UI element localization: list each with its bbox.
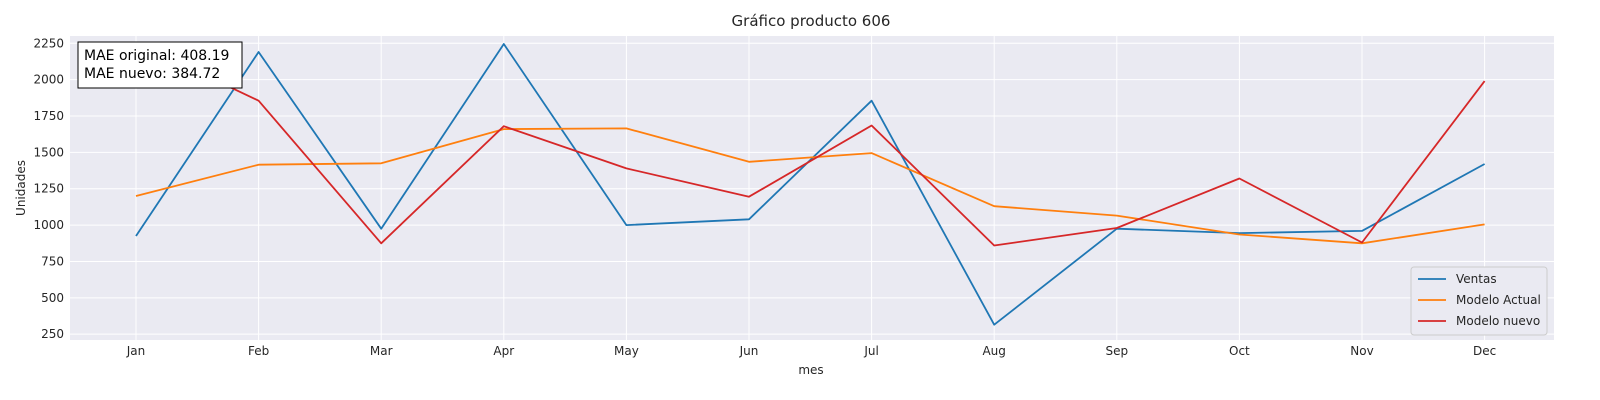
y-axis-label: Unidades	[14, 160, 28, 216]
y-tick-label: 2000	[33, 73, 64, 87]
x-tick-label: Aug	[982, 344, 1005, 358]
mae-nuevo-text: MAE nuevo: 384.72	[84, 66, 220, 82]
plot-area	[70, 36, 1554, 340]
x-tick-label: Mar	[370, 344, 393, 358]
y-tick-label: 500	[41, 291, 64, 305]
mae-annotation-box	[77, 41, 243, 89]
series-line-modelo-actual	[135, 127, 1485, 245]
series-line-ventas	[135, 43, 1486, 326]
x-axis-label: mes	[798, 363, 823, 377]
x-tick-label: Jan	[126, 344, 146, 358]
y-tick-label: 1250	[33, 182, 64, 196]
y-tick-label: 1000	[33, 218, 64, 232]
x-axis-ticks: Jan Feb Mar Apr May Jun Jul Aug Sep Oct Nov Dec	[126, 344, 1496, 358]
grid-lines	[70, 36, 1554, 340]
x-tick-label: Apr	[493, 344, 514, 358]
legend: Ventas Modelo Actual Modelo nuevo	[1410, 266, 1548, 336]
y-tick-label: 1500	[33, 145, 64, 159]
mae-original-text: MAE original: 408.19	[84, 48, 229, 64]
x-tick-label: Jun	[739, 344, 759, 358]
legend-box	[1410, 266, 1548, 336]
y-tick-label: 1750	[33, 109, 64, 123]
x-tick-label: Oct	[1229, 344, 1250, 358]
chart-title: Gráfico producto 606	[732, 12, 891, 30]
x-tick-label: Dec	[1473, 344, 1496, 358]
legend-entry-label: Modelo Actual	[1456, 293, 1541, 307]
y-tick-label: 2250	[33, 36, 64, 50]
y-axis-ticks: 250 500 750 1000 1250 1500 1750 2000 2250	[33, 36, 64, 341]
x-tick-label: Sep	[1105, 344, 1128, 358]
mae-annotation: MAE original: 408.19 MAE nuevo: 384.72	[77, 41, 243, 89]
series-lines	[135, 43, 1486, 326]
x-tick-label: Jul	[863, 344, 878, 358]
legend-entry-label: Ventas	[1456, 272, 1497, 286]
legend-entry-label: Modelo nuevo	[1456, 314, 1540, 328]
x-tick-label: May	[614, 344, 639, 358]
y-tick-label: 750	[41, 254, 64, 268]
series-line-modelo-nuevo	[213, 78, 1486, 247]
y-tick-label: 250	[41, 327, 64, 341]
x-tick-label: Feb	[248, 344, 269, 358]
x-tick-label: Nov	[1350, 344, 1373, 358]
